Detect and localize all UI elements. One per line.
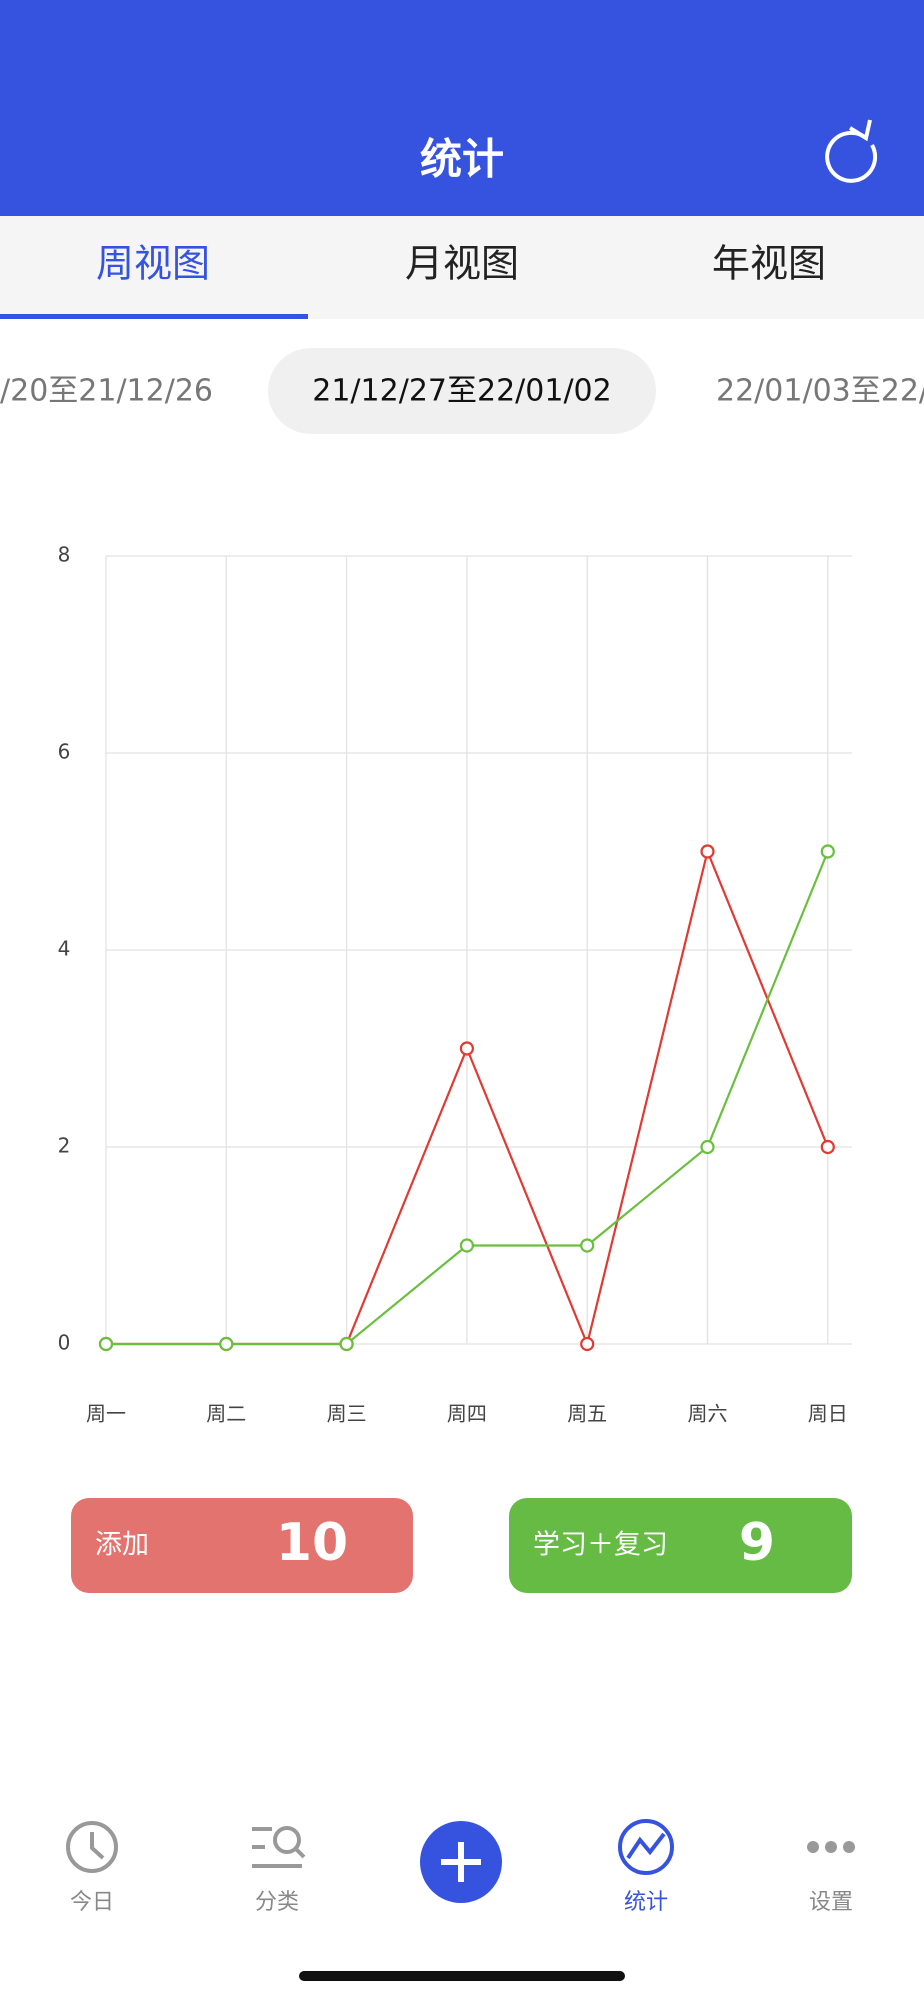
summary-label: 学习＋复习 [533, 1530, 668, 1561]
y-tick-label: 8 [58, 543, 71, 567]
date-range[interactable]: 22/01/03至22/ [716, 374, 924, 409]
tab[interactable]: 周视图 [96, 242, 210, 286]
date-pill [268, 348, 656, 434]
tab-indicator [0, 314, 308, 319]
x-tick-label: 周六 [688, 1402, 728, 1426]
y-tick-label: 6 [58, 740, 71, 764]
summary-value: 10 [276, 1513, 348, 1573]
x-tick-label: 周四 [447, 1402, 487, 1426]
data-point [219, 1336, 234, 1352]
summary-value: 9 [739, 1513, 775, 1573]
data-point [820, 1139, 835, 1155]
summary-card [509, 1498, 852, 1593]
nav-label: 设置 [809, 1890, 853, 1915]
data-point [580, 1238, 595, 1253]
data-point [459, 1238, 474, 1253]
summary-card [71, 1498, 413, 1593]
x-tick-label: 周日 [808, 1402, 848, 1426]
data-point [98, 1336, 114, 1352]
date-range[interactable]: /20至21/12/26 [0, 374, 213, 409]
chart: 周一 周二 周三 周四 周五 周六 周日 0 2 4 6 8 [58, 543, 852, 1426]
header-title: 统计 [420, 135, 504, 184]
nav-label: 今日 [70, 1890, 114, 1915]
nav-label: 分类 [255, 1890, 299, 1915]
x-tick-label: 周一 [86, 1402, 126, 1426]
data-point [580, 1336, 595, 1352]
nav-category[interactable]: 分类 [252, 1826, 306, 1915]
data-point [459, 1041, 474, 1056]
date-range[interactable]: 21/12/27至22/01/02 [312, 374, 611, 409]
nav-stats[interactable]: 统计 [618, 1819, 674, 1915]
x-tick-label: 周三 [327, 1402, 367, 1426]
nav-settings[interactable]: 设置 [807, 1841, 855, 1915]
tab[interactable]: 年视图 [712, 242, 826, 286]
y-tick-label: 0 [58, 1331, 71, 1355]
y-tick-label: 4 [58, 937, 71, 961]
data-point [820, 844, 835, 859]
tab[interactable]: 月视图 [405, 242, 519, 286]
x-tick-label: 周二 [206, 1402, 246, 1426]
y-tick-label: 2 [58, 1134, 71, 1158]
summary-label: 添加 [95, 1530, 149, 1561]
tab-bar [0, 216, 924, 319]
header-bar [0, 0, 924, 216]
data-point [700, 1139, 715, 1155]
x-tick-label: 周五 [567, 1402, 607, 1426]
refresh-button[interactable] [825, 119, 878, 183]
home-indicator [299, 1971, 625, 1981]
data-point [339, 1336, 354, 1352]
nav-label: 统计 [624, 1890, 668, 1915]
nav-add[interactable] [420, 1821, 502, 1903]
data-point [700, 844, 715, 859]
nav-today[interactable]: 今日 [66, 1821, 118, 1915]
